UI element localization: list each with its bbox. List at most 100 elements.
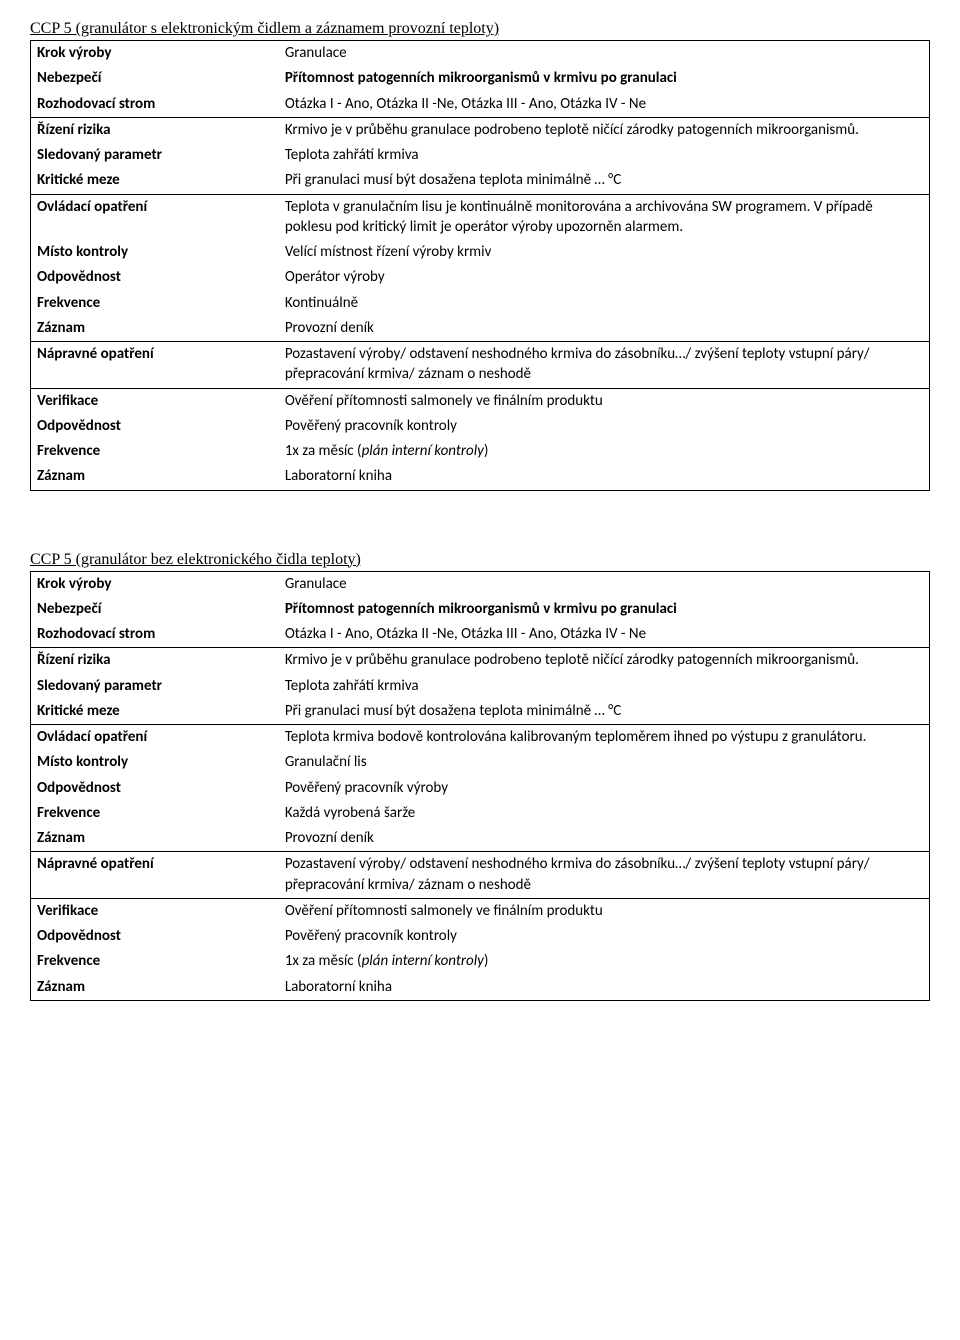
- row-value: Pozastavení výroby/ odstavení neshodného…: [279, 342, 930, 389]
- row-value: Otázka I - Ano, Otázka II -Ne, Otázka II…: [279, 622, 930, 648]
- row-label: Frekvence: [31, 949, 279, 974]
- table-row: Sledovaný parametrTeplota zahřátí krmiva: [31, 143, 930, 168]
- value-italic: plán interní kontroly: [362, 442, 484, 460]
- ccp-table: Krok výrobyGranulaceNebezpečíPřítomnost …: [30, 40, 930, 491]
- row-label: Nápravné opatření: [31, 342, 279, 389]
- table-row: OdpovědnostPověřený pracovník výroby: [31, 776, 930, 801]
- section-title: CCP 5 (granulátor bez elektronického čid…: [30, 551, 930, 569]
- row-value: 1x za měsíc (plán interní kontroly): [279, 949, 930, 974]
- row-value: Operátor výroby: [279, 265, 930, 290]
- row-label: Odpovědnost: [31, 924, 279, 949]
- row-label: Řízení rizika: [31, 648, 279, 674]
- row-value: Provozní deník: [279, 316, 930, 342]
- table-row: VerifikaceOvěření přítomnosti salmonely …: [31, 388, 930, 414]
- row-value: Krmivo je v průběhu granulace podrobeno …: [279, 117, 930, 143]
- table-row: Frekvence1x za měsíc (plán interní kontr…: [31, 439, 930, 464]
- row-label: Sledovaný parametr: [31, 143, 279, 168]
- table-row: ZáznamLaboratorní kniha: [31, 975, 930, 1001]
- table-row: NebezpečíPřítomnost patogenních mikroorg…: [31, 66, 930, 91]
- row-value: Kontinuálně: [279, 291, 930, 316]
- row-label: Verifikace: [31, 898, 279, 924]
- table-row: Kritické mezePři granulaci musí být dosa…: [31, 168, 930, 194]
- row-value: Pověřený pracovník kontroly: [279, 924, 930, 949]
- value-pre: 1x za měsíc (: [285, 952, 362, 970]
- row-value: Provozní deník: [279, 826, 930, 852]
- row-value: Pozastavení výroby/ odstavení neshodného…: [279, 852, 930, 899]
- row-label: Nebezpečí: [31, 597, 279, 622]
- table-row: Řízení rizikaKrmivo je v průběhu granula…: [31, 648, 930, 674]
- ccp-section: CCP 5 (granulátor bez elektronického čid…: [30, 551, 930, 1001]
- row-label: Nápravné opatření: [31, 852, 279, 899]
- table-row: Nápravné opatřeníPozastavení výroby/ ods…: [31, 342, 930, 389]
- row-label: Kritické meze: [31, 699, 279, 725]
- table-row: OdpovědnostPověřený pracovník kontroly: [31, 414, 930, 439]
- row-label: Záznam: [31, 975, 279, 1001]
- table-row: Místo kontrolyVelící místnost řízení výr…: [31, 240, 930, 265]
- table-row: Ovládací opatřeníTeplota krmiva bodově k…: [31, 725, 930, 751]
- row-value: Pověřený pracovník kontroly: [279, 414, 930, 439]
- table-row: Sledovaný parametrTeplota zahřátí krmiva: [31, 674, 930, 699]
- row-value: Při granulaci musí být dosažena teplota …: [279, 168, 930, 194]
- table-row: Ovládací opatřeníTeplota v granulačním l…: [31, 194, 930, 240]
- row-value: Ověření přítomnosti salmonely ve finální…: [279, 898, 930, 924]
- value-post: ): [484, 442, 489, 460]
- row-value: Teplota v granulačním lisu je kontinuáln…: [279, 194, 930, 240]
- table-row: Krok výrobyGranulace: [31, 571, 930, 597]
- row-label: Odpovědnost: [31, 776, 279, 801]
- table-row: OdpovědnostPověřený pracovník kontroly: [31, 924, 930, 949]
- row-label: Záznam: [31, 464, 279, 490]
- document-root: CCP 5 (granulátor s elektronickým čidlem…: [30, 20, 930, 1001]
- row-value: Přítomnost patogenních mikroorganismů v …: [279, 66, 930, 91]
- row-value: Granulace: [279, 41, 930, 67]
- table-row: Krok výrobyGranulace: [31, 41, 930, 67]
- row-value: Při granulaci musí být dosažena teplota …: [279, 699, 930, 725]
- table-row: Rozhodovací stromOtázka I - Ano, Otázka …: [31, 92, 930, 118]
- row-label: Záznam: [31, 826, 279, 852]
- row-label: Ovládací opatření: [31, 194, 279, 240]
- section-title: CCP 5 (granulátor s elektronickým čidlem…: [30, 20, 930, 38]
- row-value: Přítomnost patogenních mikroorganismů v …: [279, 597, 930, 622]
- table-row: ZáznamLaboratorní kniha: [31, 464, 930, 490]
- row-value: Ověření přítomnosti salmonely ve finální…: [279, 388, 930, 414]
- table-row: FrekvenceKaždá vyrobená šarže: [31, 801, 930, 826]
- row-label: Řízení rizika: [31, 117, 279, 143]
- table-row: Nápravné opatřeníPozastavení výroby/ ods…: [31, 852, 930, 899]
- row-label: Nebezpečí: [31, 66, 279, 91]
- table-row: OdpovědnostOperátor výroby: [31, 265, 930, 290]
- row-label: Rozhodovací strom: [31, 92, 279, 118]
- value-post: ): [484, 952, 489, 970]
- table-row: Frekvence1x za měsíc (plán interní kontr…: [31, 949, 930, 974]
- row-value: Teplota zahřátí krmiva: [279, 674, 930, 699]
- row-label: Rozhodovací strom: [31, 622, 279, 648]
- table-row: ZáznamProvozní deník: [31, 826, 930, 852]
- row-value: Pověřený pracovník výroby: [279, 776, 930, 801]
- row-label: Verifikace: [31, 388, 279, 414]
- table-row: Místo kontrolyGranulační lis: [31, 750, 930, 775]
- table-row: VerifikaceOvěření přítomnosti salmonely …: [31, 898, 930, 924]
- row-value: Teplota zahřátí krmiva: [279, 143, 930, 168]
- row-label: Krok výroby: [31, 571, 279, 597]
- row-value: Každá vyrobená šarže: [279, 801, 930, 826]
- row-value: Teplota krmiva bodově kontrolována kalib…: [279, 725, 930, 751]
- value-pre: 1x za měsíc (: [285, 442, 362, 460]
- row-value: Granulační lis: [279, 750, 930, 775]
- row-label: Odpovědnost: [31, 265, 279, 290]
- row-label: Krok výroby: [31, 41, 279, 67]
- row-label: Ovládací opatření: [31, 725, 279, 751]
- table-row: Kritické mezePři granulaci musí být dosa…: [31, 699, 930, 725]
- table-row: ZáznamProvozní deník: [31, 316, 930, 342]
- table-row: NebezpečíPřítomnost patogenních mikroorg…: [31, 597, 930, 622]
- row-value: Krmivo je v průběhu granulace podrobeno …: [279, 648, 930, 674]
- row-value: Laboratorní kniha: [279, 975, 930, 1001]
- row-value: 1x za měsíc (plán interní kontroly): [279, 439, 930, 464]
- row-label: Frekvence: [31, 291, 279, 316]
- ccp-table: Krok výrobyGranulaceNebezpečíPřítomnost …: [30, 571, 930, 1001]
- value-italic: plán interní kontroly: [362, 952, 484, 970]
- row-label: Kritické meze: [31, 168, 279, 194]
- row-label: Sledovaný parametr: [31, 674, 279, 699]
- row-label: Frekvence: [31, 439, 279, 464]
- row-value: Otázka I - Ano, Otázka II -Ne, Otázka II…: [279, 92, 930, 118]
- row-label: Místo kontroly: [31, 750, 279, 775]
- row-label: Frekvence: [31, 801, 279, 826]
- row-value: Laboratorní kniha: [279, 464, 930, 490]
